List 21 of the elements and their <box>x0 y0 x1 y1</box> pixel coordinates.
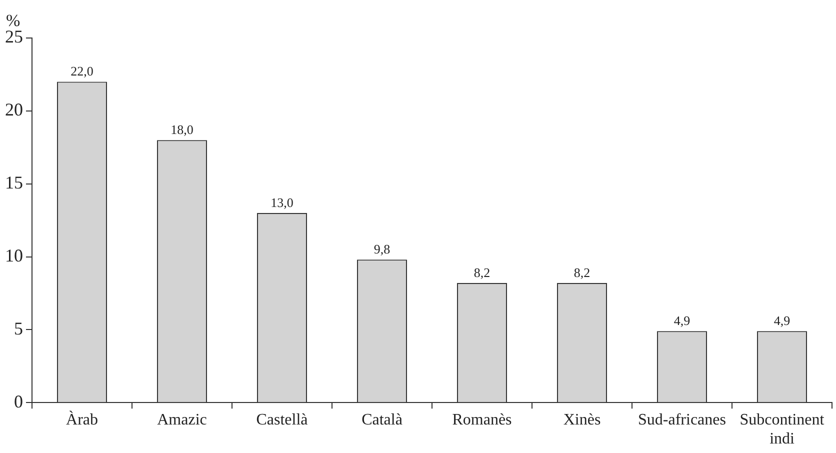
x-tick-label: Subcontinent indi <box>740 411 825 448</box>
y-tick-label: 5 <box>14 318 23 338</box>
x-tick-label: Xinès <box>563 411 601 428</box>
data-label: 8,2 <box>574 264 590 280</box>
data-label: 8,2 <box>474 264 490 280</box>
x-tick-label: Sud-africanes <box>638 411 726 428</box>
data-label: 18,0 <box>170 122 194 138</box>
data-label: 22,0 <box>70 64 94 79</box>
data-label: 9,8 <box>374 242 390 257</box>
x-tick-label: Amazic <box>157 411 207 428</box>
x-tick-label: Català <box>362 411 402 428</box>
x-tick-label: Castellà <box>256 411 308 428</box>
y-tick-label: 15 <box>5 172 23 193</box>
data-label: 4,9 <box>674 313 690 328</box>
y-tick-label: 10 <box>5 245 23 266</box>
x-tick-label: Romanès <box>452 411 512 428</box>
x-tick-label: Àrab <box>66 410 98 428</box>
y-tick-label: 0 <box>14 391 23 412</box>
y-tick-label: 20 <box>5 100 23 120</box>
data-label: 13,0 <box>270 194 294 210</box>
data-label: 4,9 <box>774 313 790 328</box>
